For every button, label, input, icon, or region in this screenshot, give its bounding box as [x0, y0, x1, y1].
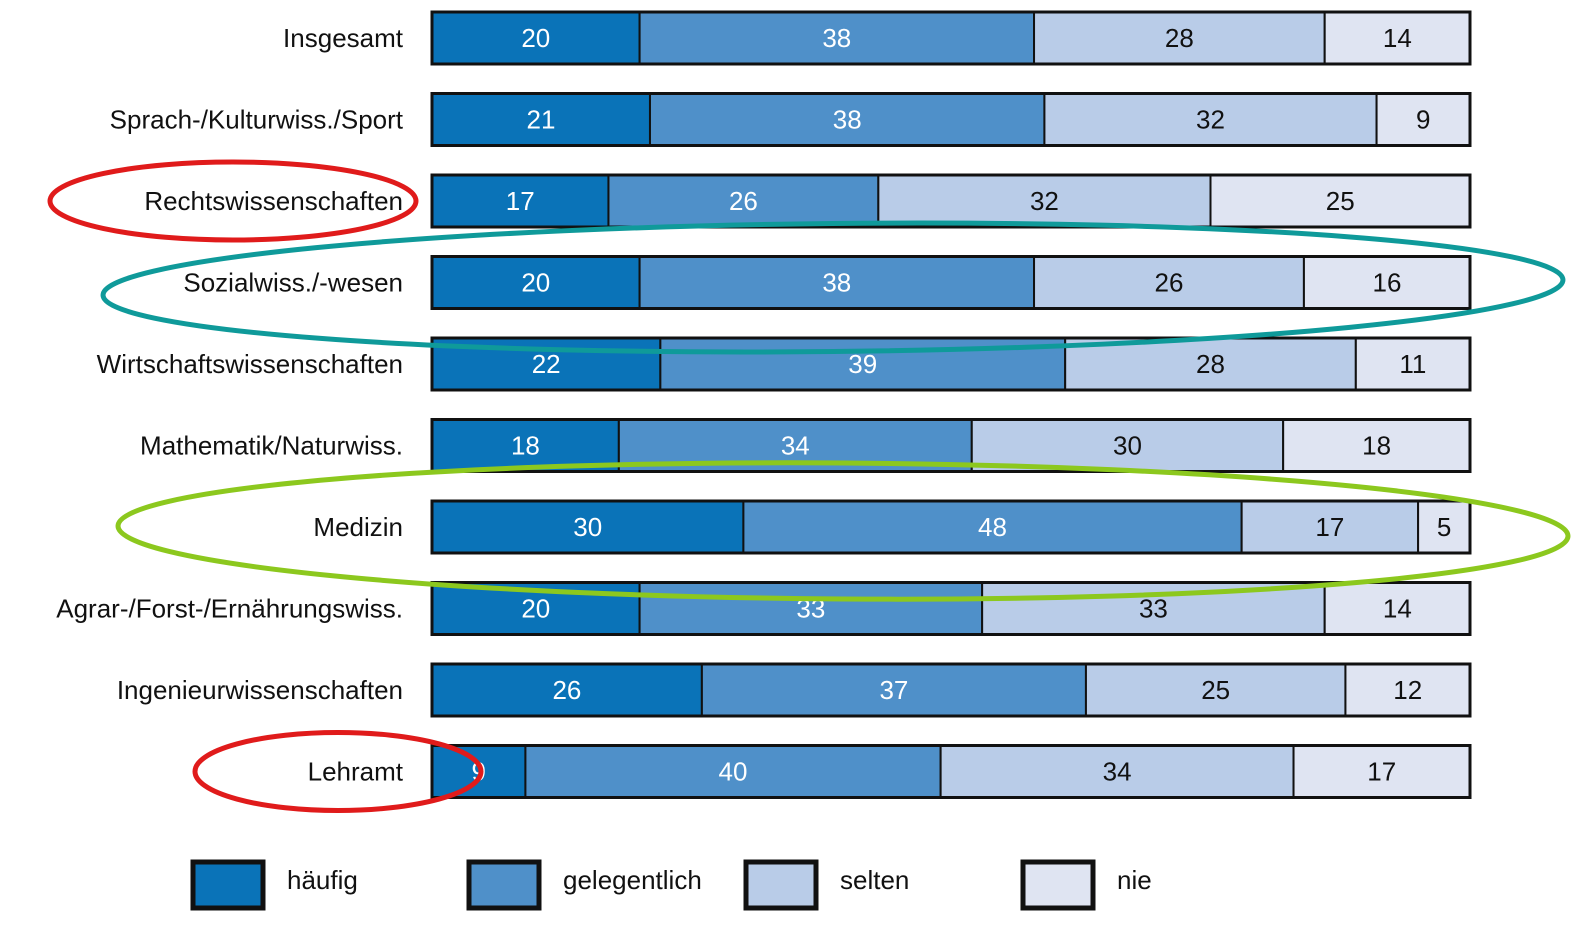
- bar-frame-wirtschaftswissenschaften: [430, 336, 1472, 392]
- bar-segment-selten-sprach-kulturwiss-sport: [1043, 92, 1378, 147]
- bar-frame-agrar-forst-ernaehrungswiss: [430, 581, 1472, 636]
- category-label-rechtswissenschaften: Rechtswissenschaften: [144, 186, 403, 216]
- legend: häufig gelegentlich selten nie: [190, 859, 1152, 911]
- bar-segment-nie-mathematik-naturwiss: [1282, 418, 1472, 473]
- data-label-nie-sprach-kulturwiss-sport: 9: [1416, 105, 1430, 135]
- data-label-nie-mathematik-naturwiss: 18: [1362, 431, 1391, 461]
- bar-frame-mathematik-naturwiss: [430, 418, 1472, 473]
- category-label-agrar-forst-ernaehrungswiss: Agrar-/Forst-/Ernährungswiss.: [56, 594, 403, 624]
- bar-segment-gelegentlich-insgesamt: [638, 11, 1036, 65]
- highlight-ellipse-medizin: [115, 460, 1571, 602]
- bar-frame-insgesamt: [430, 10, 1472, 66]
- data-label-nie-agrar-forst-ernaehrungswiss: 14: [1383, 594, 1412, 624]
- bar-frame-sozialwiss-wesen: [430, 255, 1472, 310]
- highlight-ellipse-rechtswissenschaften: [47, 159, 419, 243]
- category-label-mathematik-naturwiss: Mathematik/Naturwiss.: [140, 431, 403, 461]
- category-label-sprach-kulturwiss-sport: Sprach-/Kulturwiss./Sport: [110, 105, 404, 135]
- category-label-sozialwiss-wesen: Sozialwiss./-wesen: [183, 268, 403, 298]
- data-label-gelegentlich-rechtswissenschaften: 26: [729, 186, 758, 216]
- data-label-haeufig-agrar-forst-ernaehrungswiss: 20: [521, 594, 550, 624]
- bar-segment-gelegentlich-sprach-kulturwiss-sport: [648, 92, 1046, 147]
- legend-label-selten: selten: [840, 865, 909, 895]
- data-label-selten-agrar-forst-ernaehrungswiss: 33: [1139, 594, 1168, 624]
- annotations-group: [47, 159, 1571, 813]
- data-label-nie-sozialwiss-wesen: 16: [1372, 268, 1401, 298]
- data-label-selten-wirtschaftswissenschaften: 28: [1196, 349, 1225, 379]
- bar-segment-selten-wirtschaftswissenschaften: [1064, 337, 1357, 391]
- bar-frame-sprach-kulturwiss-sport: [430, 92, 1472, 147]
- data-label-nie-wirtschaftswissenschaften: 11: [1399, 349, 1426, 379]
- bar-segment-selten-medizin: [1240, 500, 1420, 554]
- bar-segment-nie-ingenieurwissenschaften: [1344, 663, 1471, 717]
- bar-frame-medizin: [430, 499, 1472, 555]
- legend-swatch-gelegentlich: [466, 859, 542, 911]
- data-label-gelegentlich-mathematik-naturwiss: 34: [781, 431, 810, 461]
- legend-label-gelegentlich: gelegentlich: [563, 865, 702, 895]
- bar-segment-selten-lehramt: [939, 744, 1295, 799]
- data-label-selten-ingenieurwissenschaften: 25: [1201, 675, 1230, 705]
- bar-frame-lehramt: [430, 744, 1472, 799]
- data-label-haeufig-wirtschaftswissenschaften: 22: [532, 349, 561, 379]
- data-label-haeufig-medizin: 30: [573, 512, 602, 542]
- data-label-selten-lehramt: 34: [1103, 757, 1132, 787]
- data-label-haeufig-rechtswissenschaften: 17: [506, 186, 535, 216]
- bars-group: Insgesamt 20 38 28 14 Sprach-/Kulturwiss./Spo…: [56, 10, 1472, 799]
- data-label-nie-insgesamt: 14: [1383, 23, 1412, 53]
- data-label-selten-mathematik-naturwiss: 30: [1113, 431, 1142, 461]
- data-label-haeufig-sprach-kulturwiss-sport: 21: [527, 105, 556, 135]
- data-label-nie-rechtswissenschaften: 25: [1326, 186, 1355, 216]
- data-label-haeufig-ingenieurwissenschaften: 26: [552, 675, 581, 705]
- legend-swatch-nie: [1020, 859, 1096, 911]
- data-label-gelegentlich-lehramt: 40: [719, 757, 748, 787]
- data-label-gelegentlich-sprach-kulturwiss-sport: 38: [833, 105, 862, 135]
- data-label-nie-ingenieurwissenschaften: 12: [1393, 675, 1422, 705]
- data-label-gelegentlich-ingenieurwissenschaften: 37: [879, 675, 908, 705]
- data-label-haeufig-mathematik-naturwiss: 18: [511, 431, 540, 461]
- highlight-ellipse-sozialwiss-wesen: [100, 220, 1566, 355]
- data-label-gelegentlich-wirtschaftswissenschaften: 39: [848, 349, 877, 379]
- bar-frame-ingenieurwissenschaften: [430, 662, 1472, 718]
- data-label-gelegentlich-insgesamt: 38: [822, 23, 851, 53]
- bar-frame-rechtswissenschaften: [430, 173, 1472, 229]
- bar-segment-nie-lehramt: [1292, 744, 1472, 799]
- legend-label-haeufig: häufig: [287, 865, 358, 895]
- legend-label-nie: nie: [1117, 865, 1152, 895]
- bar-segment-nie-sprach-kulturwiss-sport: [1375, 92, 1471, 147]
- category-label-wirtschaftswissenschaften: Wirtschaftswissenschaften: [97, 349, 403, 379]
- category-label-ingenieurwissenschaften: Ingenieurwissenschaften: [117, 675, 403, 705]
- data-label-gelegentlich-medizin: 48: [978, 512, 1007, 542]
- data-label-nie-medizin: 5: [1437, 512, 1451, 542]
- data-label-haeufig-insgesamt: 20: [521, 23, 550, 53]
- category-label-lehramt: Lehramt: [308, 757, 404, 787]
- highlight-ellipse-lehramt: [192, 730, 484, 813]
- data-label-gelegentlich-sozialwiss-wesen: 38: [822, 268, 851, 298]
- data-label-nie-lehramt: 17: [1367, 757, 1396, 787]
- data-label-selten-insgesamt: 28: [1165, 23, 1194, 53]
- data-label-haeufig-sozialwiss-wesen: 20: [521, 268, 550, 298]
- category-label-medizin: Medizin: [313, 512, 403, 542]
- data-label-selten-medizin: 17: [1315, 512, 1344, 542]
- data-label-selten-rechtswissenschaften: 32: [1030, 186, 1059, 216]
- legend-swatch-haeufig: [190, 859, 266, 911]
- category-label-insgesamt: Insgesamt: [283, 23, 404, 53]
- legend-swatch-selten: [743, 859, 819, 911]
- data-label-selten-sprach-kulturwiss-sport: 32: [1196, 105, 1225, 135]
- data-label-selten-sozialwiss-wesen: 26: [1155, 268, 1184, 298]
- bar-segment-nie-rechtswissenschaften: [1209, 174, 1471, 228]
